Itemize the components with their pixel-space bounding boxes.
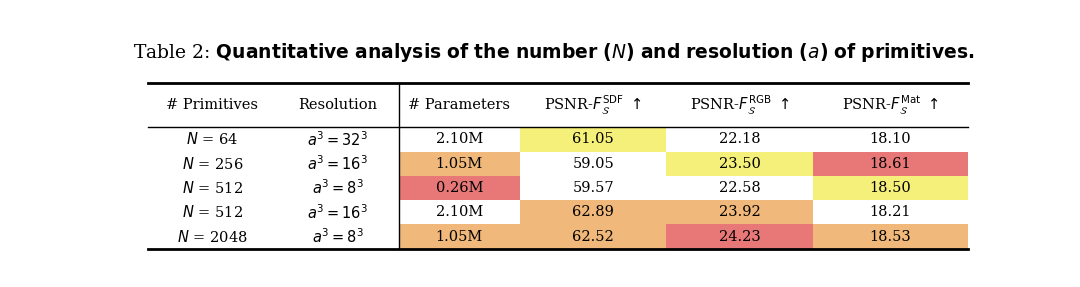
Text: 1.05M: 1.05M bbox=[435, 157, 483, 171]
Text: 59.05: 59.05 bbox=[572, 157, 615, 171]
Text: # Parameters: # Parameters bbox=[408, 98, 511, 112]
FancyBboxPatch shape bbox=[521, 224, 666, 249]
FancyBboxPatch shape bbox=[399, 176, 521, 200]
Text: 18.53: 18.53 bbox=[869, 230, 912, 244]
Text: Resolution: Resolution bbox=[298, 98, 378, 112]
FancyBboxPatch shape bbox=[399, 152, 521, 176]
FancyBboxPatch shape bbox=[521, 127, 666, 152]
Text: PSNR-$F_{\mathcal{S}}^{\mathrm{SDF}}$ $\uparrow$: PSNR-$F_{\mathcal{S}}^{\mathrm{SDF}}$ $\… bbox=[544, 94, 643, 117]
FancyBboxPatch shape bbox=[521, 200, 666, 224]
Text: 18.10: 18.10 bbox=[869, 132, 912, 146]
Text: 2.10M: 2.10M bbox=[435, 132, 483, 146]
Text: Table 2: $\mathbf{Quantitative\ analysis\ of\ the\ number\ (}$$N$$\mathbf{)\ and: Table 2: $\mathbf{Quantitative\ analysis… bbox=[133, 41, 974, 64]
Text: 22.18: 22.18 bbox=[719, 132, 760, 146]
Text: $N$ = 512: $N$ = 512 bbox=[181, 180, 243, 196]
FancyBboxPatch shape bbox=[813, 152, 968, 176]
Text: 23.92: 23.92 bbox=[719, 205, 760, 219]
FancyBboxPatch shape bbox=[813, 176, 968, 200]
Text: $N$ = 2048: $N$ = 2048 bbox=[177, 229, 247, 245]
Text: 24.23: 24.23 bbox=[719, 230, 760, 244]
FancyBboxPatch shape bbox=[666, 200, 813, 224]
FancyBboxPatch shape bbox=[666, 152, 813, 176]
FancyBboxPatch shape bbox=[813, 224, 968, 249]
Text: # Primitives: # Primitives bbox=[166, 98, 258, 112]
Text: $N$ = 512: $N$ = 512 bbox=[181, 204, 243, 220]
Text: 18.21: 18.21 bbox=[869, 205, 912, 219]
Text: $a^3 = 8^3$: $a^3 = 8^3$ bbox=[312, 227, 364, 246]
FancyBboxPatch shape bbox=[399, 224, 521, 249]
Text: 62.52: 62.52 bbox=[572, 230, 615, 244]
Text: 0.26M: 0.26M bbox=[435, 181, 483, 195]
Text: $a^3 = 16^3$: $a^3 = 16^3$ bbox=[308, 203, 368, 222]
Text: 22.58: 22.58 bbox=[719, 181, 760, 195]
Text: 1.05M: 1.05M bbox=[435, 230, 483, 244]
Text: PSNR-$F_{\mathcal{S}}^{\mathrm{Mat}}$ $\uparrow$: PSNR-$F_{\mathcal{S}}^{\mathrm{Mat}}$ $\… bbox=[842, 94, 939, 117]
Text: 59.57: 59.57 bbox=[572, 181, 615, 195]
Text: 62.89: 62.89 bbox=[572, 205, 615, 219]
Text: $a^3 = 16^3$: $a^3 = 16^3$ bbox=[308, 154, 368, 173]
Text: $a^3 = 8^3$: $a^3 = 8^3$ bbox=[312, 179, 364, 197]
Text: $a^3 = 32^3$: $a^3 = 32^3$ bbox=[308, 130, 368, 149]
Text: $N$ = 256: $N$ = 256 bbox=[181, 156, 243, 172]
Text: 18.61: 18.61 bbox=[869, 157, 912, 171]
Text: 23.50: 23.50 bbox=[719, 157, 760, 171]
Text: 61.05: 61.05 bbox=[572, 132, 615, 146]
FancyBboxPatch shape bbox=[666, 224, 813, 249]
Text: $N$ = 64: $N$ = 64 bbox=[186, 131, 239, 148]
Text: 18.50: 18.50 bbox=[869, 181, 912, 195]
Text: 2.10M: 2.10M bbox=[435, 205, 483, 219]
Text: PSNR-$F_{\mathcal{S}}^{\mathrm{RGB}}$ $\uparrow$: PSNR-$F_{\mathcal{S}}^{\mathrm{RGB}}$ $\… bbox=[690, 94, 789, 117]
